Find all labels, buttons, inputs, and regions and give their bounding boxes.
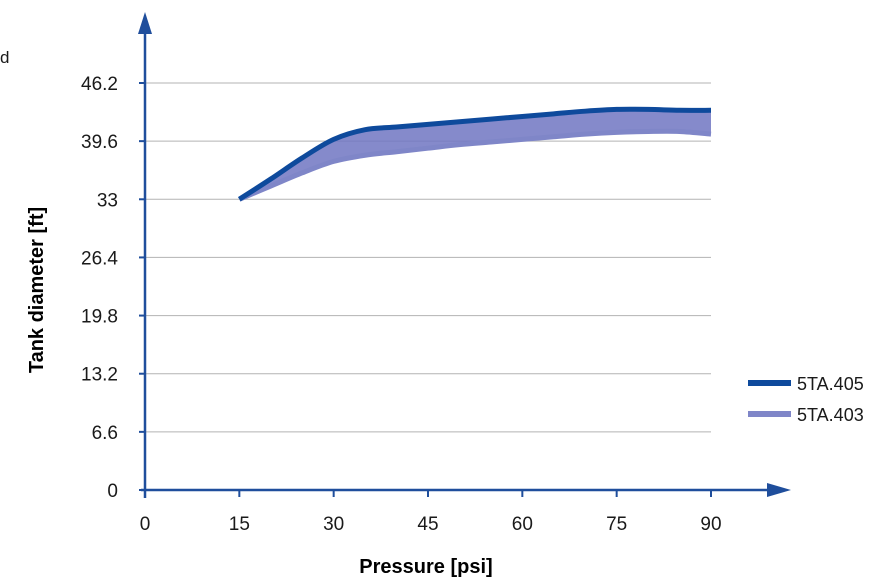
y-tick-label-1: 6.6 <box>92 423 118 444</box>
series-line-5ta405 <box>237 106 712 202</box>
legend-label-1: 5TA.403 <box>797 405 864 425</box>
y-tick-label-0: 0 <box>107 481 118 502</box>
series-line-5ta403 <box>238 128 712 202</box>
x-tick-label-5: 75 <box>606 514 627 535</box>
x-tick-label-0: 0 <box>140 514 151 535</box>
x-tick-label-3: 45 <box>417 514 438 535</box>
legend-label-0: 5TA.405 <box>797 374 864 394</box>
legend: 5TA.405 5TA.403 <box>748 374 864 425</box>
y-tick-label-5: 33 <box>97 190 118 211</box>
axes <box>138 12 791 498</box>
x-axis-title: Pressure [psi] <box>359 556 492 578</box>
x-tick-labels: 0 15 30 45 60 75 90 <box>140 514 722 535</box>
x-tick-label-6: 90 <box>700 514 721 535</box>
y-tick-label-4: 26.4 <box>81 248 118 269</box>
x-tick-label-4: 60 <box>512 514 533 535</box>
y-tick-labels: 0 6.6 13.2 19.8 26.4 33 39.6 46.2 <box>81 74 118 502</box>
x-axis-arrowhead <box>767 483 791 497</box>
y-tick-label-3: 19.8 <box>81 307 118 328</box>
edge-text: d <box>0 48 9 67</box>
y-tick-label-6: 39.6 <box>81 132 118 153</box>
y-tick-label-7: 46.2 <box>81 74 118 95</box>
y-axis-title: Tank diameter [ft] <box>26 207 48 373</box>
x-tick-label-1: 15 <box>229 514 250 535</box>
y-axis-arrowhead <box>138 12 152 34</box>
x-tick-label-2: 30 <box>323 514 344 535</box>
y-tick-label-2: 13.2 <box>81 365 118 386</box>
